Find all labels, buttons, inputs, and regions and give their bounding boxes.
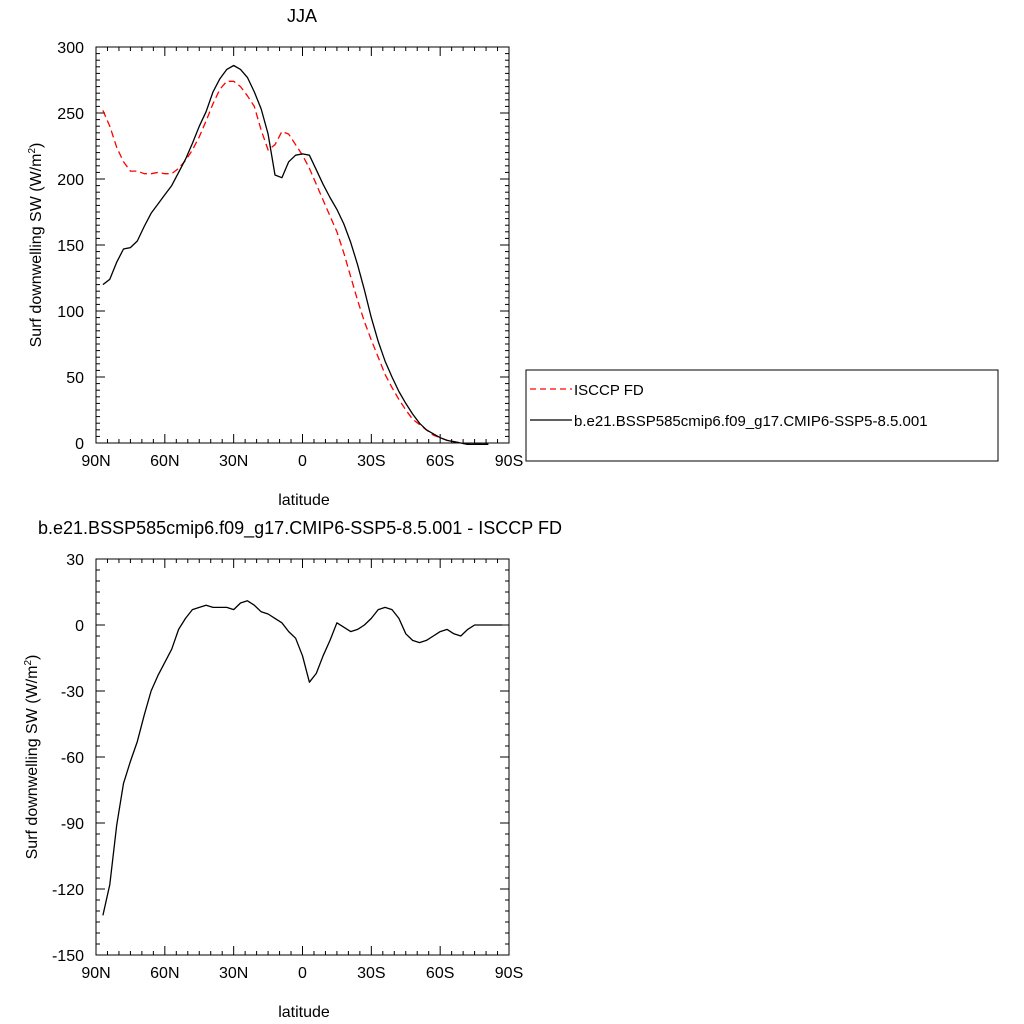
x-tick-label: 0 (298, 453, 307, 470)
x-tick-label: 30S (357, 965, 385, 982)
legend-label-isccp: ISCCP FD (574, 382, 644, 399)
chart-title: JJA (287, 6, 317, 26)
plot-frame (95, 46, 510, 444)
x-tick-label: 60N (150, 965, 179, 982)
x-tick-label: 90S (495, 453, 523, 470)
x-axis-label: latitude (278, 1004, 330, 1021)
y-tick-label: -150 (52, 948, 84, 965)
x-tick-label: 60S (426, 965, 454, 982)
x-tick-label: 30N (219, 965, 248, 982)
y-tick-label: 30 (66, 552, 84, 569)
y-tick-label: 0 (75, 618, 84, 635)
y-tick-label: 250 (57, 106, 84, 123)
plot-frame (95, 558, 510, 956)
x-tick-label: 30N (219, 453, 248, 470)
zonal-mean-chart: JJA 90N 60N 30N 0 30S 60S 90S 0 50 100 150 200 250 30… (27, 6, 523, 509)
y-tick-label: -60 (61, 750, 84, 767)
x-tick-label: 90N (81, 965, 110, 982)
series-line-model (102, 64, 489, 445)
y-tick-label: 200 (57, 172, 84, 189)
difference-chart: b.e21.BSSP585cmip6.f09_g17.CMIP6-SSP5-8.… (23, 518, 562, 1021)
y-tick-label: -30 (61, 684, 84, 701)
x-tick-label: 30S (357, 453, 385, 470)
x-axis-label: latitude (278, 492, 330, 509)
y-tick-label: 300 (57, 40, 84, 57)
y-tick-label: -120 (52, 882, 84, 899)
legend-label-model: b.e21.BSSP585cmip6.f09_g17.CMIP6-SSP5-8.… (574, 413, 928, 430)
legend-box (525, 369, 999, 462)
y-tick-label: 50 (66, 370, 84, 387)
y-tick-label: 150 (57, 238, 84, 255)
x-tick-label: 90N (81, 453, 110, 470)
y-tick-label: 0 (75, 436, 84, 453)
series-line-model (102, 600, 503, 916)
series-line-isccp (102, 80, 489, 445)
legend: ISCCP FD b.e21.BSSP585cmip6.f09_g17.CMIP… (525, 369, 999, 462)
x-tick-label: 0 (298, 965, 307, 982)
y-axis-label: Surf downwelling SW (W/m2) (27, 143, 45, 348)
y-axis-label: Surf downwelling SW (W/m2) (23, 655, 41, 860)
y-tick-label: -90 (61, 816, 84, 833)
chart-title: b.e21.BSSP585cmip6.f09_g17.CMIP6-SSP5-8.… (38, 518, 562, 539)
x-tick-label: 60S (426, 453, 454, 470)
y-tick-label: 100 (57, 304, 84, 321)
x-tick-label: 60N (150, 453, 179, 470)
x-tick-label: 90S (495, 965, 523, 982)
